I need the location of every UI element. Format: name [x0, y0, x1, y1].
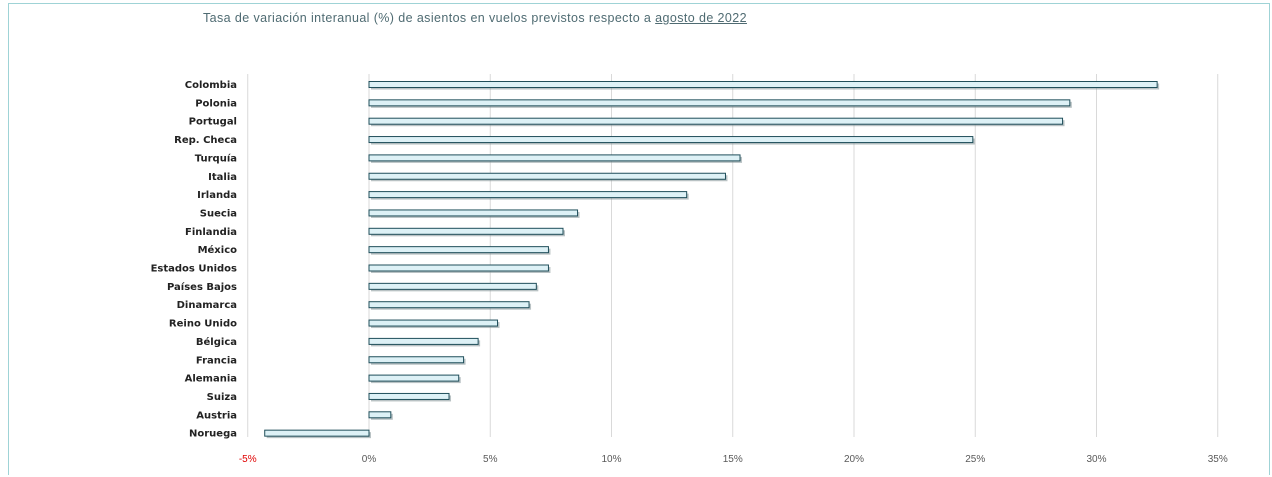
category-label: Reino Unido: [169, 319, 237, 330]
bar-turqu-a: [368, 154, 741, 162]
bar-suiza: [368, 392, 450, 400]
category-label: Italia: [208, 172, 237, 183]
category-label: Suiza: [207, 392, 237, 403]
category-label: Francia: [196, 355, 237, 366]
bar-finlandia: [368, 227, 564, 235]
bar-italia: [368, 172, 726, 180]
x-tick-label: 0%: [362, 454, 377, 465]
category-label: Polonia: [195, 98, 237, 109]
x-tick-label: -5%: [239, 454, 257, 465]
x-tick-label: 10%: [601, 454, 621, 465]
bar-rep-checa: [368, 136, 974, 144]
category-label: Finlandia: [185, 227, 237, 238]
x-tick-label: 20%: [844, 454, 864, 465]
x-tick-label: 25%: [965, 454, 985, 465]
chart-title-date: agosto de 2022: [655, 11, 747, 25]
category-label: Noruega: [189, 429, 237, 440]
bar-m-xico: [368, 246, 549, 254]
bar-alemania: [368, 374, 460, 382]
category-label: Países Bajos: [167, 281, 237, 293]
bar-reino-unido: [368, 319, 499, 327]
category-label: Irlanda: [197, 190, 237, 201]
bar-polonia: [368, 99, 1071, 107]
bar-francia: [368, 356, 465, 364]
chart-title-prefix: Tasa de variación interanual (%) de asie…: [203, 11, 652, 25]
category-label: Austria: [196, 410, 237, 421]
bar-austria: [368, 411, 392, 419]
category-label: Turquía: [195, 152, 237, 164]
category-label: Portugal: [189, 117, 237, 128]
chart-frame: [8, 3, 1270, 475]
category-label: Bélgica: [196, 336, 237, 348]
bar-portugal: [368, 117, 1064, 125]
category-label: Rep. Checa: [174, 135, 237, 146]
bar-estados-unidos: [368, 264, 549, 272]
x-tick-label: 5%: [483, 454, 498, 465]
bar-colombia: [368, 81, 1158, 88]
category-label: Estados Unidos: [151, 264, 237, 275]
bar-b-lgica: [368, 337, 479, 345]
category-label: Alemania: [185, 374, 237, 385]
chart-title: Tasa de variación interanual (%) de asie…: [203, 11, 747, 25]
x-tick-label: 30%: [1086, 454, 1106, 465]
category-label: Dinamarca: [177, 300, 237, 311]
category-label: México: [198, 244, 238, 256]
x-tick-label: 35%: [1208, 454, 1228, 465]
bar-pa-ses-bajos: [368, 282, 537, 290]
x-tick-label: 15%: [723, 454, 743, 465]
bar-dinamarca: [368, 301, 530, 309]
bar-noruega: [264, 429, 370, 437]
category-label: Suecia: [200, 208, 237, 219]
bar-suecia: [368, 209, 579, 217]
category-label: Colombia: [185, 80, 237, 91]
bar-irlanda: [368, 191, 688, 199]
